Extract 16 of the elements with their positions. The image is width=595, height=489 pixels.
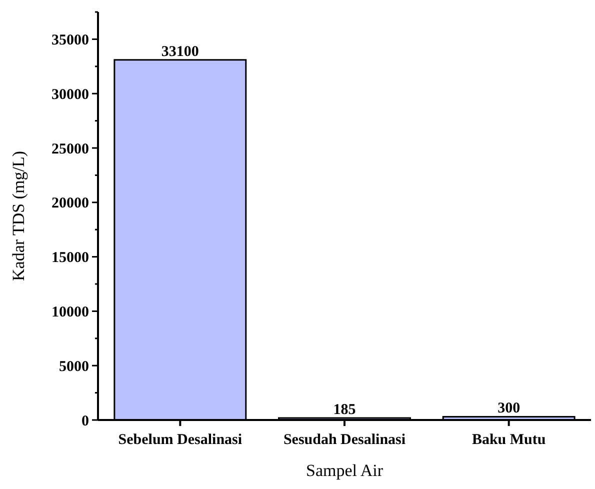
y-tick-label: 5000 (59, 358, 89, 375)
y-tick-label: 10000 (52, 304, 89, 320)
data-label: 33100 (161, 44, 199, 60)
x-axis-title: Sampel Air (306, 461, 384, 480)
y-axis-title: Kadar TDS (mg/L) (9, 151, 28, 281)
x-tick-label: Sebelum Desalinasi (118, 432, 242, 448)
y-tick-label: 15000 (52, 250, 89, 266)
y-tick-label: 25000 (52, 141, 89, 158)
x-tick-label: Baku Mutu (472, 432, 546, 448)
y-tick-label: 35000 (52, 32, 89, 48)
x-tick-label: Sesudah Desalinasi (283, 432, 406, 448)
data-label: 185 (333, 402, 356, 418)
y-tick-label: 0 (82, 413, 89, 430)
y-tick-label: 30000 (52, 86, 89, 103)
y-tick-label: 20000 (52, 196, 89, 212)
data-label: 300 (498, 400, 520, 417)
